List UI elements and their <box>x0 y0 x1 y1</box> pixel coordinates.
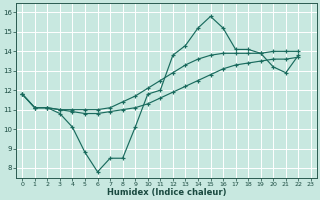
X-axis label: Humidex (Indice chaleur): Humidex (Indice chaleur) <box>107 188 226 197</box>
